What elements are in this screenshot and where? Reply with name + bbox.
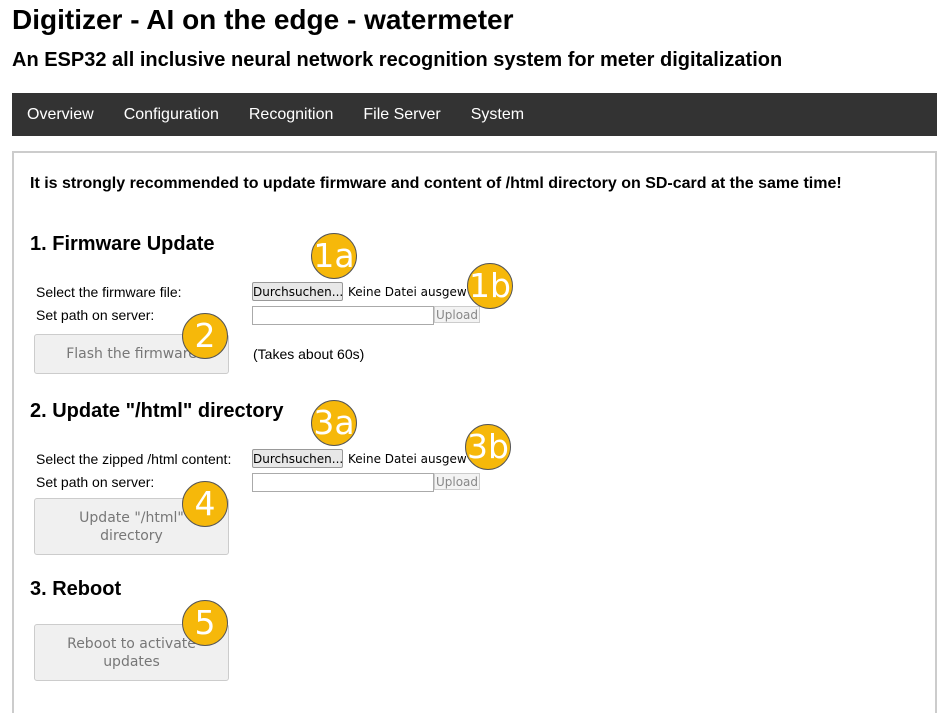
html-select-label: Select the zipped /html content:: [36, 451, 232, 467]
firmware-path-input[interactable]: [252, 306, 434, 325]
html-no-file: Keine Datei ausgewählt.: [348, 452, 466, 466]
nav-recognition[interactable]: Recognition: [248, 106, 334, 123]
firmware-select-label: Select the firmware file:: [36, 284, 182, 300]
firmware-upload-button[interactable]: Upload: [434, 306, 480, 323]
firmware-heading: 1. Firmware Update: [30, 233, 215, 255]
page-title: Digitizer - AI on the edge - watermeter: [12, 4, 514, 35]
update-html-button[interactable]: Update "/html" directory: [34, 498, 229, 555]
badge-2: 2: [182, 313, 228, 359]
badge-5: 5: [182, 600, 228, 646]
badge-3b: 3b: [465, 424, 511, 470]
flash-note: (Takes about 60s): [253, 346, 365, 362]
html-heading: 2. Update "/html" directory: [30, 400, 284, 422]
content-panel: [12, 151, 937, 713]
nav-system[interactable]: System: [470, 106, 525, 123]
nav-bar: Overview Configuration Recognition File …: [12, 93, 937, 136]
badge-1b: 1b: [467, 263, 513, 309]
html-path-label: Set path on server:: [36, 474, 155, 490]
html-path-input[interactable]: [252, 473, 434, 492]
badge-1a: 1a: [311, 233, 357, 279]
nav-configuration[interactable]: Configuration: [123, 106, 219, 123]
html-upload-button[interactable]: Upload: [434, 473, 480, 490]
nav-overview[interactable]: Overview: [27, 106, 94, 123]
firmware-path-label: Set path on server:: [36, 307, 155, 323]
firmware-browse-button[interactable]: Durchsuchen...: [252, 282, 343, 301]
badge-3a: 3a: [311, 400, 357, 446]
page-subtitle: An ESP32 all inclusive neural network re…: [12, 49, 783, 71]
html-browse-button[interactable]: Durchsuchen...: [252, 449, 343, 468]
badge-4: 4: [182, 481, 228, 527]
warning-text: It is strongly recommended to update fir…: [30, 175, 842, 192]
firmware-no-file: Keine Datei ausgewählt.: [348, 285, 466, 299]
nav-file-server[interactable]: File Server: [363, 106, 441, 123]
reboot-heading: 3. Reboot: [30, 578, 122, 600]
